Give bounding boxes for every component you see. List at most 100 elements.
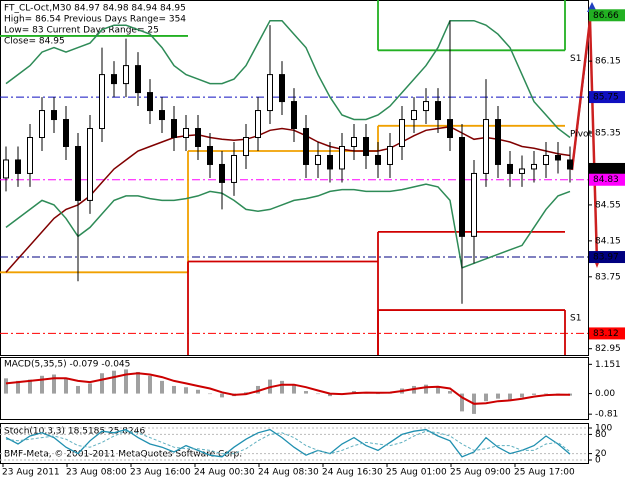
macd-bar [160,380,164,394]
y-tick-label: 84.55 [595,200,621,210]
x-tick-label: 23 Aug 08:00 [66,468,127,478]
candle-body [63,119,69,147]
x-tick-label: 24 Aug 00:30 [194,468,255,478]
stoch-frame [0,423,589,464]
candle-body [3,159,9,179]
macd-bar [484,393,488,402]
candle-body [435,101,441,121]
candle-body [423,101,429,112]
macd-bar [304,391,308,394]
candle-body [363,137,369,156]
x-tick-label: 25 Aug 01:00 [386,468,447,478]
macd-title: MACD(5,35,5) -0.079 -0.045 [4,360,130,370]
candle-body [183,128,189,139]
candle-body [471,172,477,237]
y-tick-label: 20 [595,449,607,459]
macd-bar [508,393,512,400]
candle-body [219,163,225,183]
y-tick-label: 100 [595,424,612,434]
x-tick-label: 25 Aug 17:00 [514,468,575,478]
pivot-label: S1 [570,54,581,64]
header-line: Close= 84.95 [4,37,65,47]
candle-body [27,137,33,174]
candle-body [507,163,513,174]
main-frame [0,0,589,356]
candle-body [291,101,297,130]
stoch-main [5,428,571,458]
stoch-title: Stoch(10,3,3) 18.5185 25.8246 [4,427,145,437]
stoch-signal [5,430,571,455]
macd-bar [256,385,260,394]
x-tick-label: 23 Aug 16:00 [130,468,191,478]
macd-bar [292,384,296,394]
candle-body [111,74,117,85]
macd-bar [328,393,332,397]
macd-bar [544,393,548,395]
header-line: High= 86.54 Previous Days Range= 354 [4,15,186,25]
candle-body [279,74,285,103]
y-tick-label: 82.95 [595,344,621,354]
macd-bar [28,379,32,394]
y-tick-label: -0.81 [595,410,618,420]
candle-body [411,110,417,121]
macd-bar [124,369,128,394]
candle-body [255,110,261,139]
y-tick-label: 83.75 [595,272,621,282]
price-marker-label: 84.95 [593,164,619,174]
candle-body [315,154,321,165]
pivot-label: S1 [570,314,581,324]
indicator-line [5,125,571,273]
price-marker-label: 85.75 [593,93,619,103]
watermark: BMF-Meta, © 2001-2011 MetaQuotes Softwar… [4,450,242,460]
candle-body [459,137,465,237]
macd-bar [76,385,80,394]
candle-body [207,145,213,165]
price-marker [589,173,625,186]
candle-body [159,110,165,121]
candle-body [267,74,273,112]
candle-body [387,145,393,165]
candle-body [483,119,489,174]
candle-body [447,119,453,139]
candle-body [243,137,249,156]
macd-bar [520,393,524,398]
macd-bar [532,393,536,395]
price-marker-label: 84.83 [593,175,619,185]
macd-bar [220,393,224,398]
candle-body [339,145,345,170]
indicator-line [5,183,571,269]
candle-body [399,119,405,147]
x-tick-label: 24 Aug 08:30 [258,468,319,478]
y-tick-label: 84.15 [595,236,621,246]
macd-bar [280,380,284,394]
x-tick-label: 24 Aug 16:30 [322,468,383,478]
candle-body [147,92,153,112]
x-tick-label: 23 Aug 2011 [2,468,60,478]
candle-body [555,154,561,161]
macd-signal [5,372,571,405]
price-marker [589,327,625,340]
y-tick-label: 80 [595,430,607,440]
candle-body [231,154,237,183]
y-tick-label: 0 [595,456,601,466]
y-tick-label: 1.151 [595,360,621,370]
pivot-label: Pivot [570,129,593,139]
macd-bar [436,387,440,394]
price-marker [589,9,625,22]
candle-body [99,74,105,130]
macd-bar [4,378,8,394]
macd-bar [196,389,200,394]
price-marker-label: 83.12 [593,329,619,339]
macd-bar [448,391,452,394]
candle-body [171,119,177,139]
x-tick-label: 25 Aug 09:00 [450,468,511,478]
macd-frame [0,357,589,420]
macd-bar [496,393,500,399]
candle-body [519,168,525,174]
macd-bar [172,385,176,394]
candle-body [567,159,573,170]
macd-bar [52,374,56,394]
candle-body [51,110,57,121]
macd-bar [376,393,380,395]
macd-bar [460,393,464,412]
